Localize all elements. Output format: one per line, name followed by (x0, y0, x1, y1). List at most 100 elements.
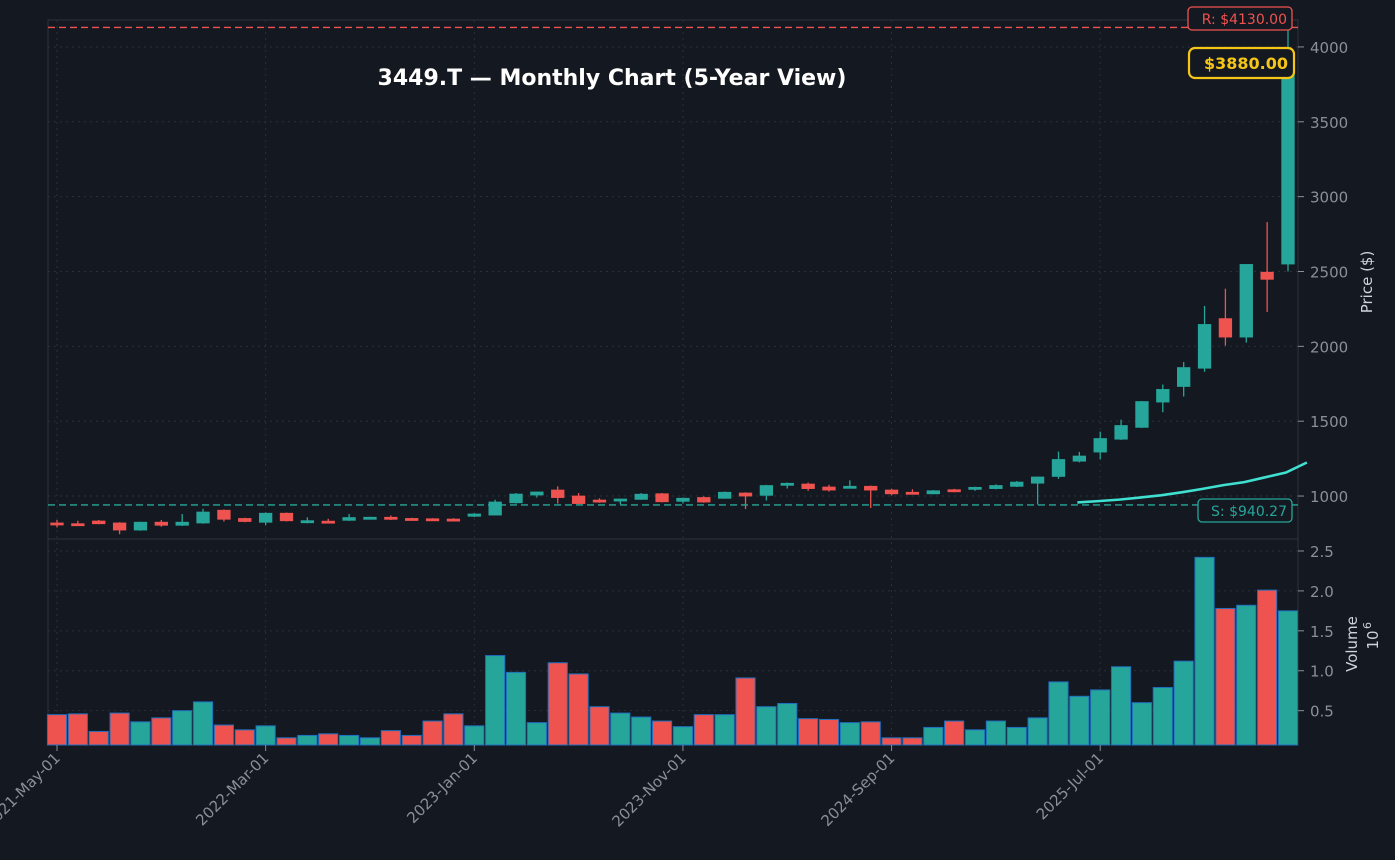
volume-bar (944, 720, 965, 746)
volume-bar (1215, 607, 1236, 746)
volume-bar (798, 718, 819, 746)
volume-bar (88, 730, 109, 746)
candle-body (175, 521, 189, 526)
x-tick-label: 2021-May-01 (0, 749, 64, 832)
volume-bar (1152, 687, 1173, 746)
candle-body (989, 485, 1003, 489)
volume-bar (443, 713, 464, 746)
volume-bar (109, 712, 130, 746)
volume-bar (818, 718, 840, 746)
candle-body (446, 518, 461, 522)
candle-body (968, 486, 982, 490)
candle-body (864, 485, 878, 491)
price-tick-label: 3500 (1310, 114, 1348, 132)
candle-body (571, 495, 586, 504)
volume-bar (67, 713, 88, 746)
candle-body (551, 489, 565, 498)
volume-bar (1236, 604, 1257, 746)
price-tick-label: 1500 (1310, 413, 1348, 431)
volume-bar (714, 714, 735, 746)
volume-bar (839, 722, 860, 746)
volume-bar (651, 720, 673, 746)
volume-bar (1131, 702, 1153, 746)
candle-body (801, 483, 815, 489)
volume-bar (401, 734, 422, 746)
candle-body (1114, 425, 1128, 440)
candle-body (1072, 455, 1087, 462)
volume-bar (339, 734, 360, 746)
volume-bar (172, 710, 193, 746)
volume-bar (631, 716, 652, 746)
volume-bar (1027, 717, 1048, 746)
candle-body (738, 492, 753, 497)
volume-bar (923, 726, 944, 746)
candle-body (92, 520, 106, 525)
candle-body (718, 491, 732, 499)
volume-tick-label: 1.5 (1310, 623, 1334, 641)
x-tick-label: 2024-Sep-01 (818, 749, 899, 830)
volume-bar (526, 722, 547, 746)
volume-bar (693, 714, 714, 746)
volume-bar (777, 702, 798, 746)
candle-body (613, 498, 627, 502)
volume-scale-label: 10 6 (1361, 622, 1382, 650)
volume-tick-label: 2.0 (1310, 583, 1334, 601)
candle-body (905, 491, 920, 495)
chart-title: 3449.T — Monthly Chart (5-Year View) (378, 66, 847, 91)
grid (47, 19, 1299, 746)
candle-body (405, 518, 419, 521)
x-tick-label: 2023-Jan-01 (403, 749, 481, 827)
volume-tick-label: 1.0 (1310, 663, 1334, 681)
volume-bar (359, 737, 381, 746)
volume-bar (735, 677, 756, 746)
candle-body (384, 516, 398, 520)
candle-body (154, 521, 168, 526)
volume-panel-frame (47, 538, 1299, 746)
volume-bar (1090, 689, 1111, 746)
candle-body (1218, 318, 1233, 338)
volume-bar (213, 724, 235, 746)
volume-bar (192, 701, 214, 746)
candle-body (342, 517, 356, 521)
candle-body (1177, 367, 1191, 387)
candle-body (425, 518, 440, 522)
volume-bar (860, 721, 881, 746)
candle-body (300, 520, 315, 524)
candle-body (592, 499, 607, 503)
candle-body (238, 518, 252, 522)
volume-bars (46, 556, 1299, 746)
candle-body (133, 521, 148, 531)
candle-body (926, 490, 940, 495)
volume-bar (610, 712, 631, 746)
volume-bar (276, 737, 297, 746)
x-tick-label: 2022-Mar-01 (192, 749, 272, 829)
volume-tick-label: 0.5 (1310, 703, 1334, 721)
volume-bar (297, 734, 318, 746)
volume-bar (130, 721, 151, 746)
price-tick-label: 1000 (1310, 488, 1348, 506)
candle-body (780, 482, 794, 486)
volume-bar (234, 729, 255, 746)
volume-bar (422, 720, 443, 746)
overlay-lines: R: $4130.00 S: $940.27 $3880.00 (48, 6, 1308, 523)
candle-body (509, 493, 523, 504)
volume-bar (881, 737, 902, 746)
candle-body (1051, 459, 1066, 477)
candle-body (112, 522, 127, 531)
volume-bar (318, 733, 339, 746)
volume-bar (380, 730, 401, 746)
volume-tick-label: 2.5 (1310, 543, 1334, 561)
volume-bar (1277, 610, 1299, 746)
resistance-label-box (1187, 6, 1293, 31)
volume-bar (964, 729, 986, 746)
support-label-box (1197, 498, 1293, 523)
price-tick-label: 2500 (1310, 263, 1348, 281)
volume-bar (485, 655, 506, 746)
candle-body (71, 523, 85, 527)
support-label: S: $940.27 (1211, 504, 1287, 520)
candle-body (676, 497, 690, 502)
volume-bar (672, 726, 694, 746)
volume-scale-exponent: 6 (1361, 622, 1374, 629)
volume-bar (568, 673, 589, 746)
